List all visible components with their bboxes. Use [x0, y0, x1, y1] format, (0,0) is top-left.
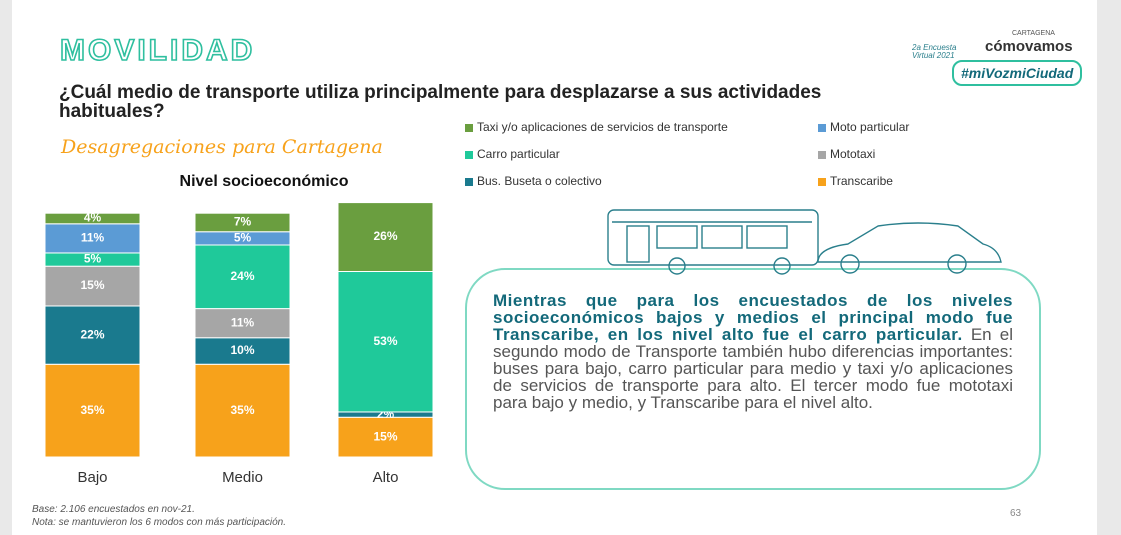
data-label: 35% [230, 403, 254, 417]
logo-city: CARTAGENA [1012, 30, 1055, 37]
note: Nota: se mantuvieron los 6 modos con más… [32, 517, 287, 528]
legend-swatch [465, 178, 473, 186]
logo-brand: cómovamos [985, 38, 1073, 55]
subtitle: Desagregaciones para Cartagena [61, 136, 383, 158]
chart-title: Nivel socioeconómico [180, 173, 349, 190]
callout: Mientras que para los encuestados de los… [465, 268, 1041, 490]
legend-label: Transcaribe [830, 174, 893, 188]
logo-hashtag: #miVozmiCiudad [952, 60, 1083, 86]
page-number: 63 [1010, 508, 1022, 519]
note: Base: 2.106 encuestados en nov-21. [32, 504, 195, 515]
data-label: 15% [80, 278, 104, 292]
data-label: 7% [234, 215, 252, 229]
bar-segment [194, 337, 291, 365]
title: MOVILIDAD [59, 33, 256, 68]
data-label: 4% [84, 211, 102, 225]
x-tick-label: Alto [373, 469, 399, 486]
data-label: 35% [80, 403, 104, 417]
legend-label: Carro particular [477, 147, 560, 161]
data-label: 11% [231, 315, 255, 329]
bar-segment [194, 308, 291, 339]
bar-segment [44, 212, 141, 225]
legend-label: Bus. Buseta o colectivo [477, 174, 602, 188]
data-label: 26% [373, 229, 397, 243]
chart: Nivel socioeconómico Bajo 35% 22% 15% 5% 11% 4… [44, 120, 1002, 486]
callout-bold: Mientras que para los encuestados de los… [493, 291, 1013, 344]
data-label: 11% [81, 231, 105, 245]
data-label: 10% [230, 343, 254, 357]
bar-segment [194, 244, 291, 310]
legend-swatch [818, 124, 826, 132]
x-tick-label: Medio [222, 469, 263, 486]
logo-edition: 2a Encuesta Virtual 2021 [912, 43, 957, 60]
x-tick-label: Bajo [77, 469, 107, 486]
bar-segment [44, 363, 141, 458]
bar-segment [194, 363, 291, 458]
data-label: 53% [373, 334, 397, 348]
data-label: 24% [230, 269, 254, 283]
legend-swatch [465, 124, 473, 132]
legend-swatch [818, 178, 826, 186]
legend-label: Mototaxi [830, 147, 875, 161]
bar-segment [337, 416, 434, 458]
legend-label: Taxi y/o aplicaciones de servicios de tr… [477, 120, 728, 134]
data-label: 5% [84, 252, 102, 266]
slide: MOVILIDAD ¿Cuál medio de transporte util… [12, 0, 1097, 535]
data-label: 15% [373, 429, 397, 443]
bus-illustration [607, 209, 1002, 275]
bar-segment [194, 212, 291, 233]
bar-segment [337, 202, 434, 273]
data-label: 22% [80, 327, 104, 341]
legend-swatch [818, 151, 826, 159]
data-label: 5% [234, 231, 252, 245]
callout-text: En el segundo modo de Transporte también… [493, 325, 1013, 412]
legend-swatch [465, 151, 473, 159]
legend-label: Moto particular [830, 120, 909, 134]
question: ¿Cuál medio de transporte utiliza princi… [59, 82, 822, 122]
bar-segment [44, 265, 141, 307]
